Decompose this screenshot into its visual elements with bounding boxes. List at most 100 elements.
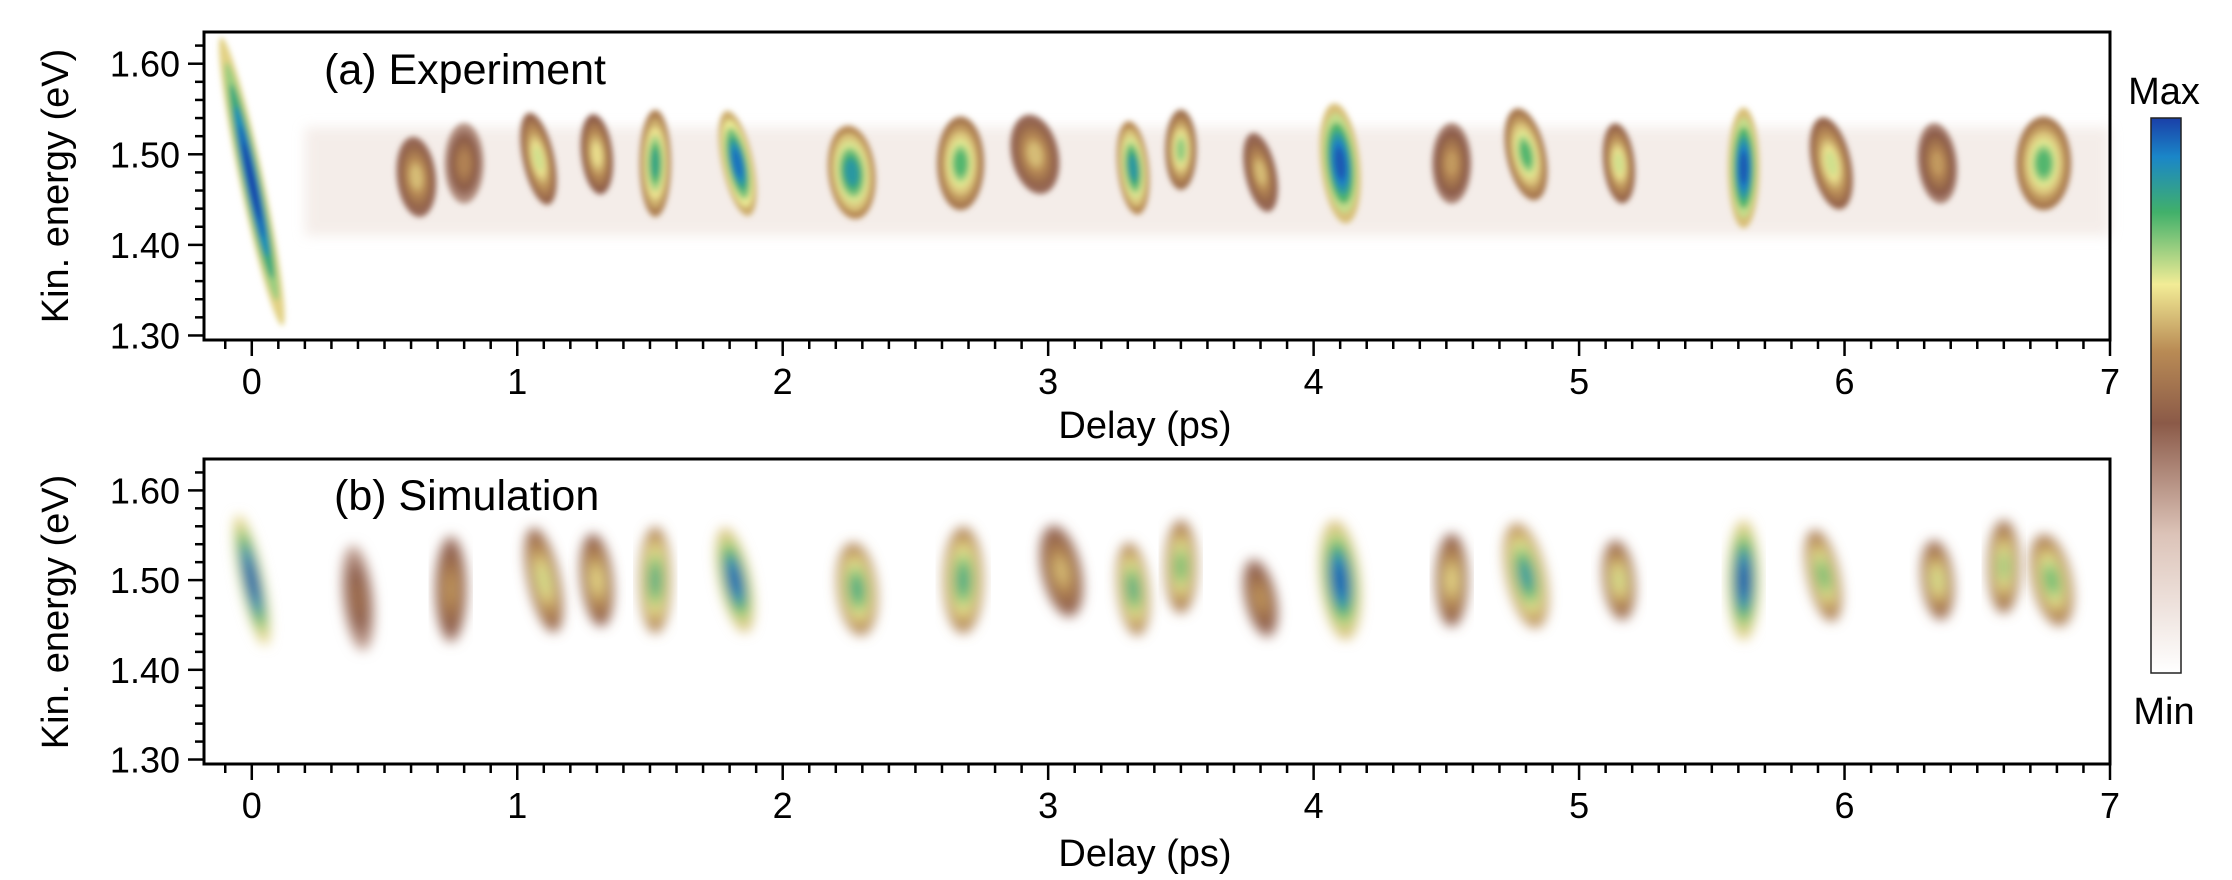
heatmap-blob xyxy=(520,112,557,205)
heatmap-contour xyxy=(246,562,257,598)
colorbar-min-label: Min xyxy=(2133,691,2194,733)
panel-label-simulation: (b) Simulation xyxy=(334,472,599,520)
heatmap-contour xyxy=(1999,554,2009,580)
heatmap-blob xyxy=(1010,114,1060,194)
heatmap-blob xyxy=(1116,121,1150,215)
heatmap-contour xyxy=(1614,569,1624,591)
x-tick-label: 0 xyxy=(242,361,262,402)
x-tick-label: 6 xyxy=(1835,361,1855,402)
heatmap-blob xyxy=(1165,520,1197,614)
heatmap-contour xyxy=(732,149,743,178)
heatmap-blob xyxy=(2016,116,2072,211)
heatmap-contour xyxy=(1255,161,1266,184)
heatmap-contour xyxy=(592,567,602,593)
heatmap-blob xyxy=(341,545,375,651)
colorbar: Max Min xyxy=(2128,71,2200,733)
x-tick-label: 1 xyxy=(507,785,527,826)
heatmap-blob xyxy=(827,125,876,220)
y-tick-label: 1.60 xyxy=(110,44,180,85)
heatmap-blob xyxy=(718,110,757,216)
x-tick-label: 3 xyxy=(1038,785,1058,826)
heatmap-blob xyxy=(1165,109,1197,190)
y-tick-label: 1.30 xyxy=(110,315,180,356)
x-tick-label: 5 xyxy=(1569,785,1589,826)
heatmap-blob xyxy=(943,526,983,634)
heatmap-blob xyxy=(1921,540,1954,620)
heatmap-contour xyxy=(1176,554,1186,580)
x-axis-label-experiment: Delay (ps) xyxy=(1058,405,1231,447)
axis-ticks-experiment: 0 1 2 3 4 5 6 7 1.30 1.40 1.50 1.60 xyxy=(110,44,2120,402)
y-tick-label: 1.50 xyxy=(110,560,180,601)
x-tick-label: 1 xyxy=(507,361,527,402)
x-tick-label: 7 xyxy=(2100,785,2120,826)
heatmap-contour xyxy=(1446,152,1457,175)
heatmap-blob xyxy=(1243,132,1279,212)
heatmap-contour xyxy=(1255,587,1266,609)
heatmap-contour xyxy=(651,565,660,595)
heatmap-contour xyxy=(957,565,969,595)
heatmap-blob xyxy=(1319,103,1361,224)
heatmap-contour xyxy=(1028,143,1042,166)
x-tick-label: 7 xyxy=(2100,361,2120,402)
heatmap-blob xyxy=(1809,117,1853,210)
heatmap-experiment xyxy=(219,37,2111,326)
heatmap-blob xyxy=(396,136,437,217)
heatmap-contour xyxy=(242,142,261,221)
x-tick-label: 6 xyxy=(1835,785,1855,826)
heatmap-contour xyxy=(1334,147,1346,180)
heatmap-blob xyxy=(1503,523,1549,628)
heatmap-contour xyxy=(1520,141,1532,167)
panel-simulation: 0 1 2 3 4 5 6 71.301.401.501.60 (b) Simulation … xyxy=(35,457,2120,875)
heatmap-contour xyxy=(1447,567,1456,593)
y-tick-label: 1.40 xyxy=(110,650,180,691)
y-tick-label: 1.50 xyxy=(110,134,180,175)
panel-label-experiment: (a) Experiment xyxy=(324,46,606,94)
heatmap-contour xyxy=(592,143,602,166)
y-tick-label: 1.60 xyxy=(110,470,180,511)
heatmap-contour xyxy=(1128,155,1138,181)
heatmap-contour xyxy=(2036,150,2052,177)
heatmap-contour xyxy=(533,146,544,172)
heatmap-contour xyxy=(538,566,549,595)
heatmap-contour xyxy=(1825,150,1838,176)
x-tick-label: 2 xyxy=(773,785,793,826)
y-axis-label-experiment: Kin. energy (eV) xyxy=(35,49,77,324)
heatmap-blob xyxy=(1116,542,1150,636)
panel-experiment: 0 1 2 3 4 5 6 71.301.401.501.60 (a) Experiment … xyxy=(35,30,2120,447)
heatmap-blob xyxy=(2030,534,2074,626)
colorbar-max-label: Max xyxy=(2128,71,2200,113)
heatmap-blob xyxy=(1504,108,1548,201)
heatmap-contour xyxy=(1055,558,1068,584)
heatmap-contour xyxy=(845,159,859,186)
heatmap-contour xyxy=(651,148,660,178)
heatmap-blob xyxy=(1435,533,1468,627)
heatmap-blob xyxy=(1243,558,1278,638)
x-axis-label-simulation: Delay (ps) xyxy=(1058,833,1231,875)
heatmap-blob xyxy=(233,515,270,646)
heatmap-blob xyxy=(1602,540,1636,620)
heatmap-contour xyxy=(1128,576,1138,602)
heatmap-contour xyxy=(458,152,470,175)
heatmap-blob xyxy=(1432,123,1472,204)
heatmap-blob xyxy=(639,109,671,217)
heatmap-contour xyxy=(1818,563,1829,588)
heatmap-blob xyxy=(1039,525,1083,617)
heatmap-contour xyxy=(1519,561,1532,590)
heatmap-contour xyxy=(1176,138,1186,161)
colorbar-gradient xyxy=(2150,117,2182,674)
plot-frame-experiment xyxy=(202,30,2112,342)
heatmap-contour xyxy=(729,566,741,595)
y-axis-label-simulation: Kin. energy (eV) xyxy=(35,475,77,750)
heatmap-blob xyxy=(1319,520,1361,640)
heatmap-blob xyxy=(1805,530,1842,622)
heatmap-contour xyxy=(446,574,456,604)
heatmap-blob xyxy=(219,37,285,326)
heatmap-contour xyxy=(410,166,422,188)
heatmap-blob xyxy=(639,526,671,634)
x-tick-label: 3 xyxy=(1038,361,1058,402)
heatmap-blob xyxy=(580,114,614,195)
heatmap-contour xyxy=(1334,564,1346,597)
x-tick-label: 2 xyxy=(773,361,793,402)
axis-ticks-simulation: 0 1 2 3 4 5 6 7 1.30 1.40 1.50 1.60 xyxy=(110,470,2120,826)
